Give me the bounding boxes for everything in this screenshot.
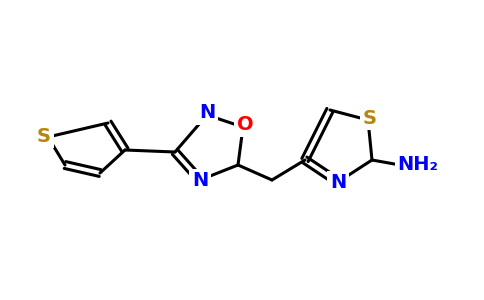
- Text: S: S: [363, 109, 377, 128]
- Text: N: N: [199, 103, 215, 122]
- Text: NH₂: NH₂: [397, 155, 439, 175]
- Text: N: N: [330, 173, 346, 193]
- Text: S: S: [37, 127, 51, 146]
- Text: N: N: [192, 172, 208, 190]
- Text: O: O: [237, 116, 253, 134]
